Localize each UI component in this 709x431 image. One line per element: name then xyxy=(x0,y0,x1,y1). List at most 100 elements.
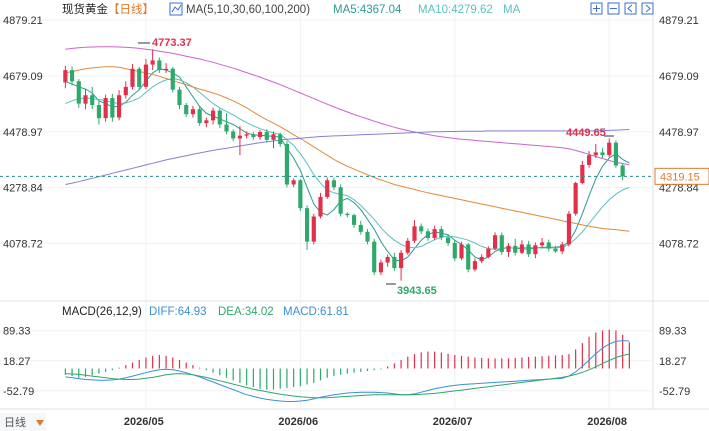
candlestick[interactable] xyxy=(184,103,189,117)
candlestick[interactable] xyxy=(271,131,276,149)
candlestick[interactable] xyxy=(278,132,283,147)
candlestick[interactable] xyxy=(472,258,478,272)
candlestick[interactable] xyxy=(257,130,263,140)
candlestick[interactable] xyxy=(291,178,296,188)
candlestick[interactable] xyxy=(560,241,565,255)
chart-settings-icon[interactable] xyxy=(169,2,183,16)
candlestick[interactable] xyxy=(351,213,357,228)
candlesticks[interactable] xyxy=(63,49,625,281)
candlestick[interactable] xyxy=(116,90,122,121)
candlestick[interactable] xyxy=(96,100,102,125)
candlestick[interactable] xyxy=(553,245,558,253)
candlestick[interactable] xyxy=(519,240,525,255)
candlestick[interactable] xyxy=(419,223,424,235)
candlestick[interactable] xyxy=(90,86,95,110)
candlestick[interactable] xyxy=(479,254,484,264)
ma-params-label[interactable]: MA(5,10,30,60,100,200) xyxy=(186,4,310,16)
macd-dea-value: DEA:34.02 xyxy=(218,306,274,318)
candlestick[interactable] xyxy=(345,212,350,218)
candlestick[interactable] xyxy=(566,210,572,247)
macd-y-tick-left: 89.33 xyxy=(3,326,31,338)
candlestick[interactable] xyxy=(110,93,115,122)
candlestick[interactable] xyxy=(398,249,404,281)
candlestick[interactable] xyxy=(63,65,68,89)
candlestick[interactable] xyxy=(600,148,605,158)
candlestick[interactable] xyxy=(137,66,142,91)
candlestick[interactable] xyxy=(177,86,182,110)
candlestick[interactable] xyxy=(613,140,619,168)
candlestick[interactable] xyxy=(190,105,196,118)
candlestick[interactable] xyxy=(513,238,518,256)
candlestick[interactable] xyxy=(237,125,243,156)
candlestick[interactable] xyxy=(83,89,88,110)
candlestick[interactable] xyxy=(143,58,149,90)
candlestick[interactable] xyxy=(210,107,216,125)
candlestick[interactable] xyxy=(284,141,290,188)
candlestick[interactable] xyxy=(533,242,538,259)
candlestick[interactable] xyxy=(492,232,498,250)
candlestick[interactable] xyxy=(150,49,155,71)
candlestick[interactable] xyxy=(224,113,229,135)
candlestick[interactable] xyxy=(526,240,531,257)
candlestick[interactable] xyxy=(486,246,491,259)
candlestick[interactable] xyxy=(197,106,202,126)
candlestick[interactable] xyxy=(372,238,377,276)
candlestick[interactable] xyxy=(130,64,135,90)
candlestick[interactable] xyxy=(392,252,397,271)
candlestick[interactable] xyxy=(304,205,310,250)
candlestick[interactable] xyxy=(539,238,545,249)
candlestick[interactable] xyxy=(439,226,444,241)
candlestick[interactable] xyxy=(452,240,457,262)
candlestick[interactable] xyxy=(620,163,625,181)
candlestick[interactable] xyxy=(499,232,504,255)
candlestick[interactable] xyxy=(586,151,592,168)
scroll-left-icon[interactable] xyxy=(624,2,637,15)
candlestick[interactable] xyxy=(69,66,75,86)
candlestick[interactable] xyxy=(231,129,236,142)
candlestick[interactable] xyxy=(405,238,410,255)
candlestick[interactable] xyxy=(76,79,81,108)
candlestick[interactable] xyxy=(264,129,269,143)
candlestick[interactable] xyxy=(385,254,390,267)
toolbar-icons[interactable] xyxy=(590,2,654,15)
candlestick[interactable] xyxy=(170,66,175,93)
candlestick[interactable] xyxy=(358,220,363,235)
candlestick[interactable] xyxy=(459,241,464,261)
zoom-out-icon[interactable] xyxy=(607,2,620,15)
candlestick[interactable] xyxy=(251,132,256,140)
zoom-in-icon[interactable] xyxy=(590,2,603,15)
candlestick[interactable] xyxy=(163,63,169,73)
ma-line-ma100 xyxy=(65,129,630,185)
candlestick[interactable] xyxy=(607,138,612,158)
candlestick[interactable] xyxy=(331,177,337,191)
candlestick[interactable] xyxy=(244,131,249,139)
period-badge[interactable]: 日线 xyxy=(0,413,46,431)
candlestick[interactable] xyxy=(466,243,471,273)
candlestick[interactable] xyxy=(506,243,511,257)
candlestick[interactable] xyxy=(378,259,384,276)
chevron-down-icon[interactable] xyxy=(36,420,44,426)
candlestick[interactable] xyxy=(425,228,431,241)
candlestick[interactable] xyxy=(573,181,578,216)
candlestick[interactable] xyxy=(365,229,370,245)
candlestick[interactable] xyxy=(338,184,343,217)
candlestick[interactable] xyxy=(298,178,303,211)
candlestick[interactable] xyxy=(580,160,585,185)
candlestick[interactable] xyxy=(325,177,330,199)
candlestick[interactable] xyxy=(593,144,598,158)
candlestick[interactable] xyxy=(546,239,551,252)
candlestick[interactable] xyxy=(432,225,437,241)
candlestick[interactable] xyxy=(445,234,451,246)
period-label[interactable]: 【日线】 xyxy=(108,2,154,16)
candlestick[interactable] xyxy=(318,192,323,219)
candlestick[interactable] xyxy=(204,117,209,128)
scroll-right-icon[interactable] xyxy=(641,2,654,15)
candlestick[interactable] xyxy=(103,94,108,122)
candlestick[interactable] xyxy=(123,81,128,99)
candlestick[interactable] xyxy=(217,108,222,129)
candlestick[interactable] xyxy=(311,213,316,245)
candlestick[interactable] xyxy=(157,57,162,73)
candlestick[interactable] xyxy=(412,220,417,244)
gridlines xyxy=(0,0,653,409)
